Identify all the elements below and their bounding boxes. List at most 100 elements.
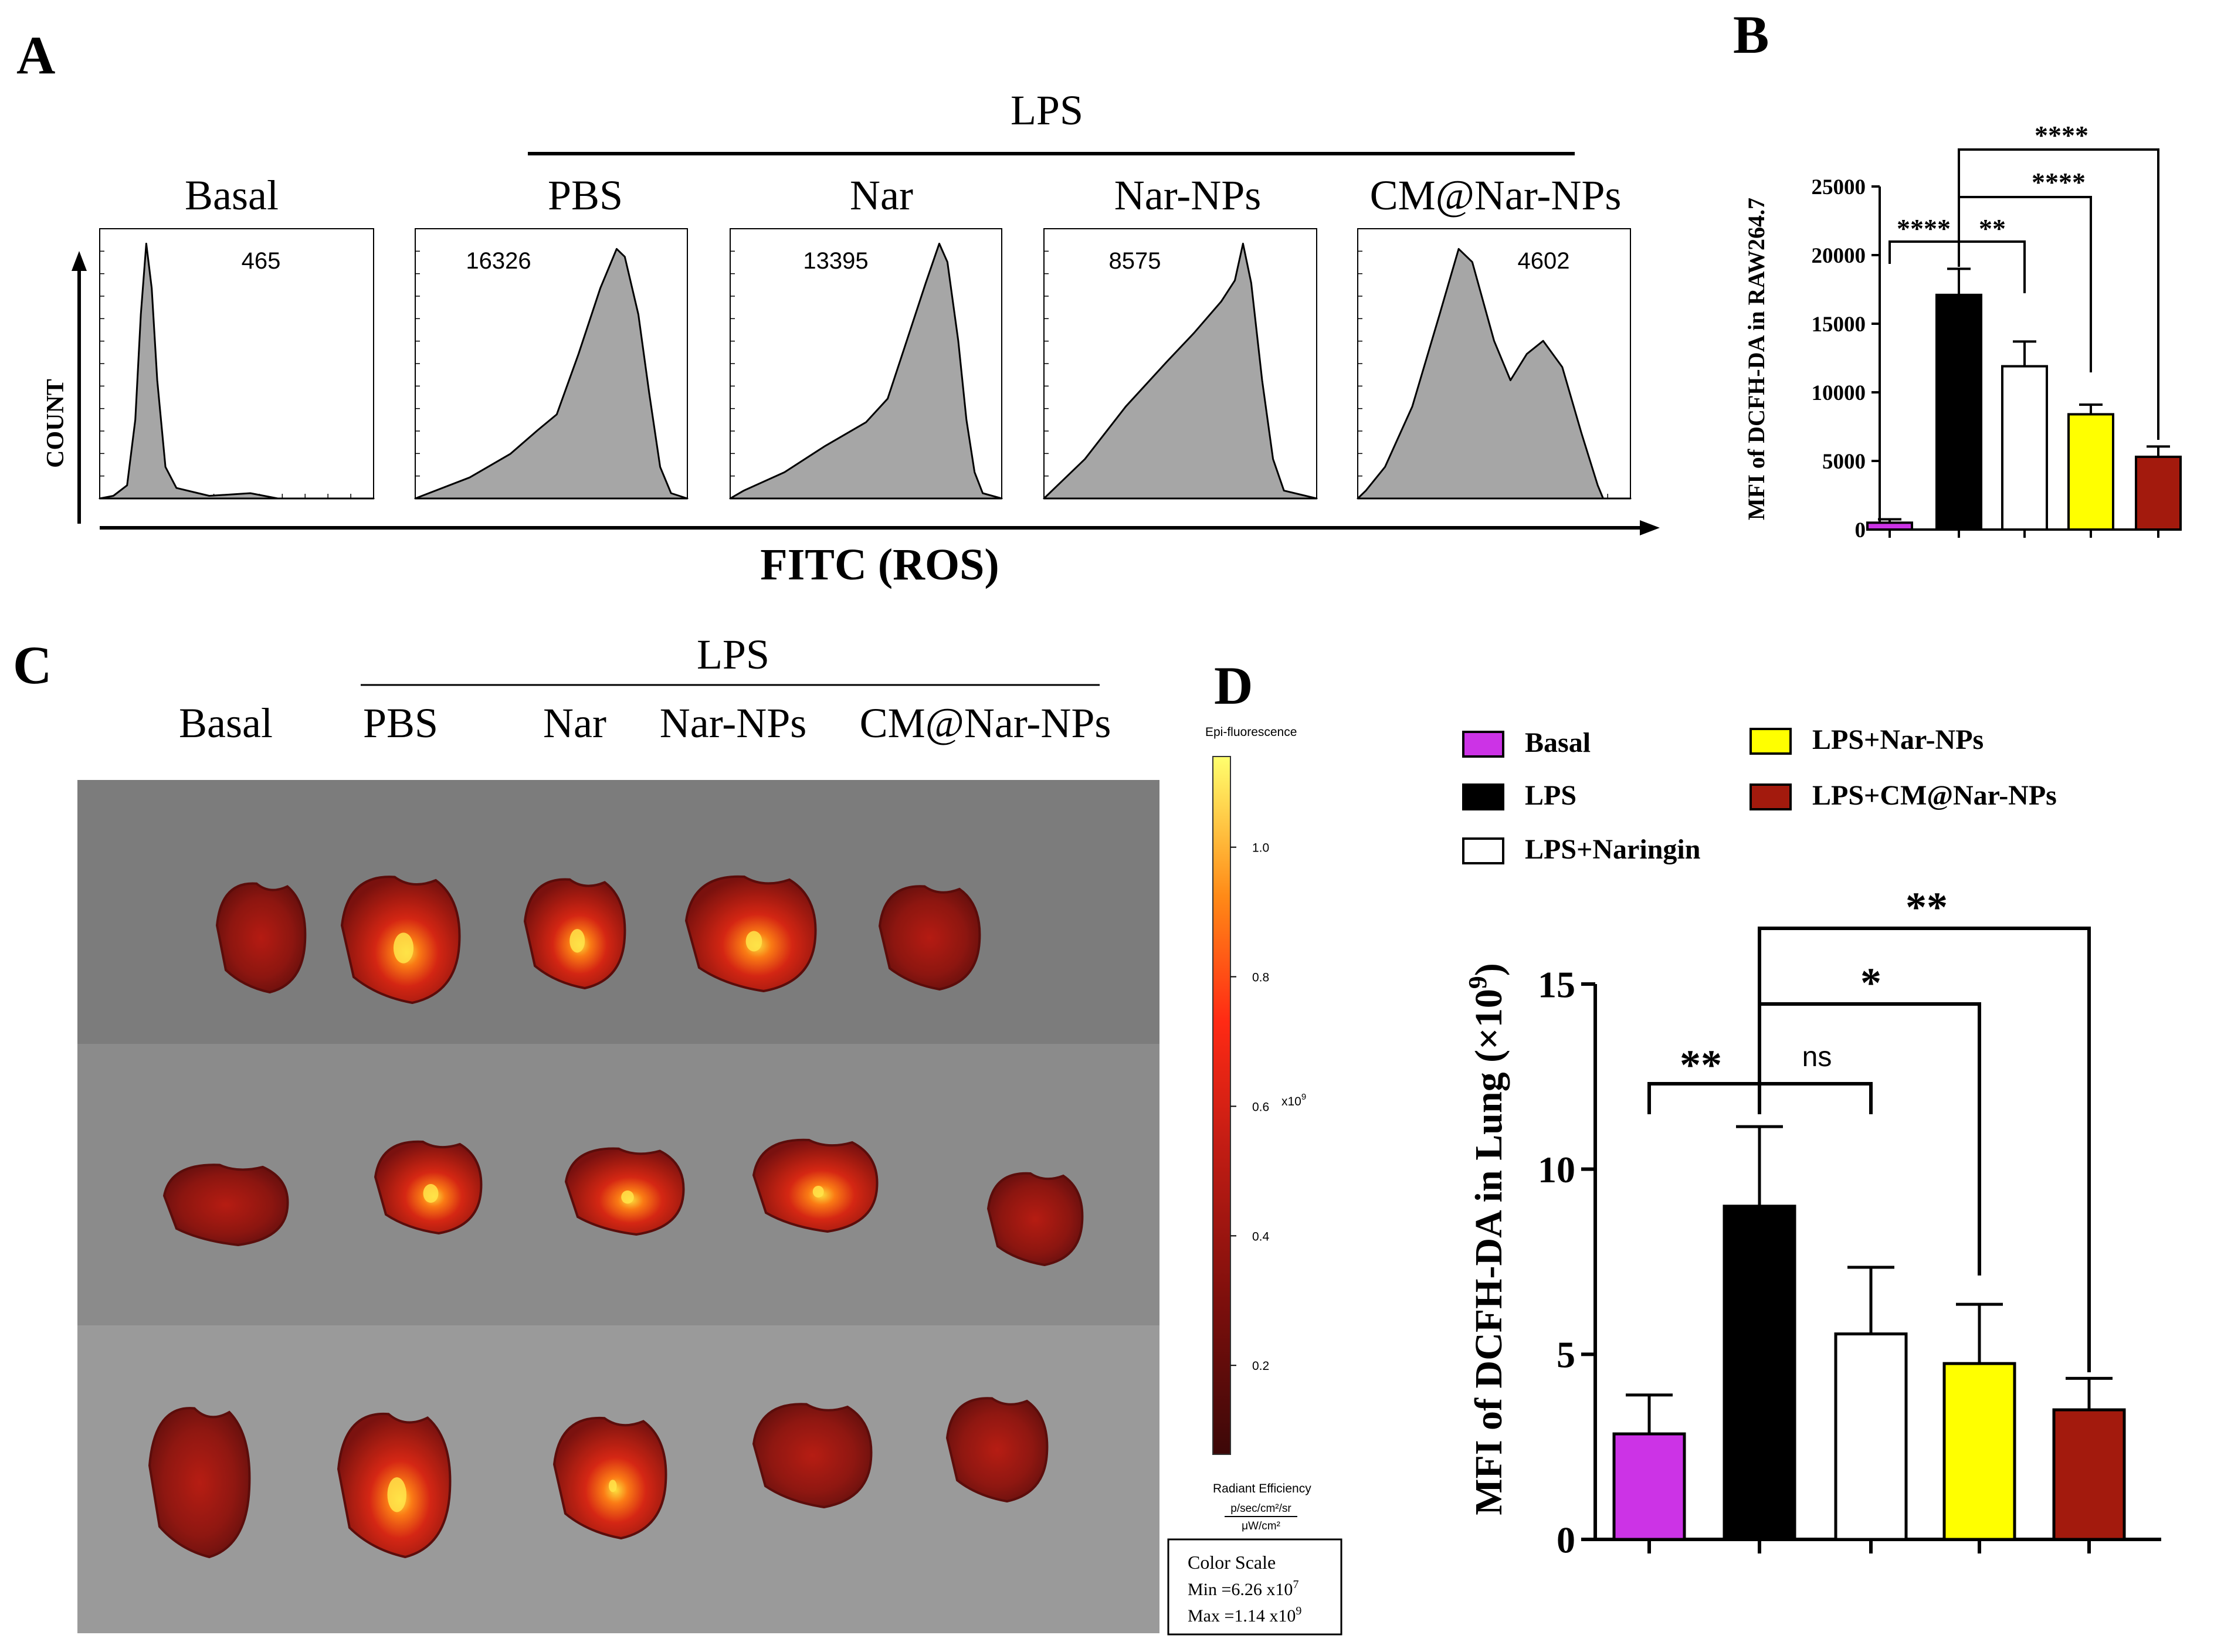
histogram-label: Nar <box>850 172 913 219</box>
histogram-cm: CM@Nar-NPs 4602 <box>1357 172 1632 500</box>
panel-c-column-label: Nar <box>543 700 606 747</box>
significance-bracket-3: **** <box>1958 120 2159 440</box>
significance-bracket-line <box>1758 1002 1981 1276</box>
histogram-curve <box>1043 242 1318 500</box>
panel-a-y-axis-label: COUNT <box>42 379 69 468</box>
lung-tissue <box>162 1163 289 1247</box>
legend-swatch <box>1749 728 1792 755</box>
lung-tissue <box>986 1172 1084 1267</box>
bar-2 <box>2001 365 2048 531</box>
histogram-label: PBS <box>548 172 623 219</box>
legend-label: LPS+Nar-NPs <box>1812 724 1984 755</box>
significance-bracket-2: * <box>1758 959 1981 1276</box>
panel-d-y-axis-label-exp: 9 <box>1463 976 1492 989</box>
lung-tissue <box>148 1407 251 1559</box>
significance-bracket-line <box>1958 240 2026 293</box>
panel-c-column-label: PBS <box>363 700 438 747</box>
significance-label: ns <box>1802 1042 1832 1073</box>
lung-r1-c1 <box>215 882 307 994</box>
histogram-narnps: Nar-NPs 8575 <box>1043 172 1318 500</box>
legend-label: LPS+CM@Nar-NPs <box>1812 780 2057 811</box>
significance-bracket-line <box>1958 196 2092 372</box>
colorbar-exponent: x109 <box>1281 1092 1306 1108</box>
legend-swatch <box>1749 783 1792 810</box>
legend-swatch <box>1462 731 1504 758</box>
lung-tissue <box>552 1416 667 1540</box>
significance-bracket-0: **** <box>1888 213 1960 267</box>
lung-r2-c2 <box>374 1140 483 1235</box>
lung-r2-c5 <box>986 1172 1084 1267</box>
histogram-mfi-value: 13395 <box>803 248 868 274</box>
histogram-label: Nar-NPs <box>1114 172 1262 219</box>
histogram-mfi-value: 465 <box>242 248 281 274</box>
chart-y-tick-label: 20000 <box>1812 244 1866 268</box>
significance-bracket-2: **** <box>1958 167 2092 372</box>
legend-label: LPS <box>1525 780 1576 811</box>
panel-c-column-label: Basal <box>179 700 273 747</box>
bar-3 <box>2067 413 2114 531</box>
color-scale-max: Max =1.14 x109 <box>1188 1604 1301 1626</box>
chart-y-tick-label: 0 <box>1557 1519 1575 1561</box>
panel-a-flow-cytometry: LPS COUNT FITC (ROS) Basal 465 PBS 16326 Nar… <box>42 87 1660 589</box>
panel-a-lps-label: LPS <box>1011 87 1083 134</box>
bar-2 <box>1834 1332 1908 1541</box>
legend-item-0: Basal <box>1462 727 1591 758</box>
lung-tissue <box>752 1138 879 1233</box>
colorbar-title: Epi-fluorescence <box>1205 725 1297 739</box>
panel-a-x-axis-arrowhead <box>1640 520 1660 535</box>
lung-tissue <box>945 1397 1049 1503</box>
significance-label: **** <box>2035 120 2088 150</box>
significance-bracket-line <box>1758 1082 1873 1114</box>
lung-r1-c2 <box>340 876 461 1005</box>
significance-bracket-1: ** <box>1958 213 2026 293</box>
lung-r3-c3 <box>552 1416 667 1540</box>
chart-y-tick-label: 0 <box>1855 518 1866 542</box>
panel-b-bar-chart: MFI of DCFH-DA in RAW264.7 0 5000 10000 1500… <box>1743 120 2182 542</box>
chart-y-tick-label: 5 <box>1557 1334 1575 1376</box>
chart-y-tick-label: 10000 <box>1812 381 1866 405</box>
panel-a-y-axis-arrowhead <box>72 251 87 271</box>
color-scale-title: Color Scale <box>1188 1552 1276 1573</box>
color-scale-box <box>1167 1538 1342 1636</box>
significance-label: ** <box>1906 884 1948 931</box>
colorbar-tick-label: 0.2 <box>1252 1359 1269 1373</box>
panel-c-column-label: CM@Nar-NPs <box>860 700 1111 747</box>
histogram-label: Basal <box>185 172 279 219</box>
bar-3 <box>1942 1362 2016 1541</box>
histogram-curve <box>1357 247 1632 500</box>
significance-label: ** <box>1979 213 2006 243</box>
significance-bracket-0: ** <box>1647 1042 1761 1114</box>
panel-d-y-axis-label: MFI of DCFH-DA in Lung (×109) <box>1463 963 1510 1515</box>
panel-label-d: D <box>1214 656 1253 715</box>
legend-item-4: LPS+CM@Nar-NPs <box>1749 780 2057 811</box>
lung-r3-c5 <box>945 1397 1049 1503</box>
chart-y-tick-label: 25000 <box>1812 175 1866 199</box>
lung-hotspot <box>745 931 762 952</box>
color-scale-min: Min =6.26 x107 <box>1188 1578 1298 1599</box>
bar-0 <box>1612 1432 1686 1541</box>
panel-b-y-axis-label: MFI of DCFH-DA in RAW264.7 <box>1743 198 1769 520</box>
panel-label-a: A <box>16 25 55 85</box>
legend-item-2: LPS+Naringin <box>1462 834 1700 865</box>
colorbar-units-denominator: μW/cm² <box>1242 1520 1280 1532</box>
panel-c-lps-label: LPS <box>697 631 769 678</box>
significance-bracket-line <box>1758 927 2091 1372</box>
lung-r3-c1 <box>148 1407 251 1559</box>
significance-label: **** <box>2032 167 2086 197</box>
histogram-mfi-value: 8575 <box>1109 248 1161 274</box>
lung-hotspot <box>621 1190 634 1204</box>
colorbar-tick-label: 0.4 <box>1252 1230 1270 1243</box>
histogram-pbs: PBS 16326 <box>414 172 689 500</box>
legend-label: LPS+Naringin <box>1525 834 1700 865</box>
lung-tissue <box>878 885 981 991</box>
lung-tissue <box>215 882 307 994</box>
chart-y-tick-label: 15000 <box>1812 313 1866 337</box>
lung-hotspot <box>393 932 414 964</box>
histogram-basal: Basal 465 <box>99 172 375 500</box>
colorbar-units-numerator: p/sec/cm²/sr <box>1230 1502 1291 1515</box>
significance-label: ** <box>1680 1042 1722 1088</box>
panel-a-x-axis-label: FITC (ROS) <box>760 540 999 589</box>
colorbar-tick-label: 0.6 <box>1252 1100 1269 1114</box>
significance-bracket-1: ns <box>1758 1042 1873 1114</box>
colorbar-units-title: Radiant Efficiency <box>1213 1482 1311 1495</box>
